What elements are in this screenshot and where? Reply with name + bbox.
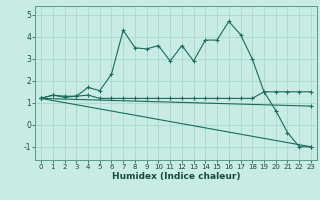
- X-axis label: Humidex (Indice chaleur): Humidex (Indice chaleur): [112, 172, 240, 181]
